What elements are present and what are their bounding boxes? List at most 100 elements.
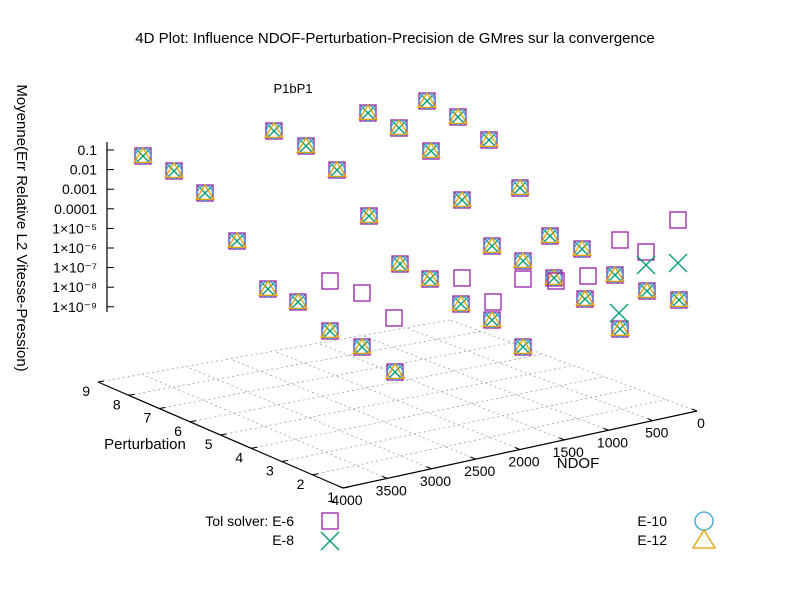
marker-e12 [575,289,595,307]
x-tick-label: 1500 [553,444,584,460]
x-tick [603,427,609,431]
marker-e8 [484,238,500,254]
marker-e8 [387,364,403,380]
marker-e6 [385,309,403,327]
marker-e12 [448,107,468,125]
x-tick [691,408,698,412]
legend-label-e12: E-12 [637,532,667,548]
marker-e8 [290,294,306,310]
marker-e12 [637,281,657,299]
marker-e8 [322,323,338,339]
marker-e8 [607,267,623,283]
marker-e12 [358,103,378,121]
marker-e6 [484,293,502,311]
grid-line-perturbation [312,399,667,476]
y-tick-label: 6 [174,423,182,439]
legend-label-e8: E-8 [272,532,294,548]
y-tick-label: 4 [235,449,243,465]
marker-e12 [421,141,441,159]
marker-e8 [577,291,593,307]
x-tick [559,437,565,441]
y-tick-label: 1 [327,489,335,505]
chart-subtitle: P1bP1 [273,81,312,96]
grid-edge [449,319,698,412]
y-tick [189,420,196,423]
y-tick [251,446,258,449]
marker-e6 [547,272,565,290]
marker-e12 [451,294,471,312]
marker-e12 [482,236,502,254]
marker-e12 [320,321,340,339]
marker-e12 [296,136,316,154]
marker-e12 [327,160,347,178]
x-tick-label: 0 [697,415,705,431]
marker-e12 [133,146,153,164]
legend-left: Tol solver: E-6 E-8 [205,512,340,551]
marker-e12 [420,269,440,287]
marker-e12 [389,118,409,136]
marker-e8 [454,192,470,208]
marker-e12 [479,130,499,148]
grid-line-ndof [273,350,521,450]
marker-e12 [452,190,472,208]
x-tick-label: 1000 [597,434,628,450]
marker-e8 [392,256,408,272]
marker-e8 [266,123,282,139]
y-tick-label: 8 [113,396,121,412]
marker-e8 [512,180,528,196]
y-tick-label: 3 [266,463,274,479]
marker-e12 [352,337,372,355]
marker-e8 [354,339,370,355]
y-tick-label: 2 [297,476,305,492]
marker-e8 [453,296,469,312]
marker-e8 [329,162,345,178]
grid-line-ndof [405,327,653,421]
chart-title: 4D Plot: Influence NDOF-Perturbation-Pre… [135,30,654,47]
marker-e8 [636,255,656,275]
y-tick [312,473,319,476]
marker-e12 [258,279,278,297]
grid-line-perturbation [251,376,605,449]
marker-e12 [540,226,560,244]
z-tick-label: 0.001 [62,181,97,197]
z-tick-label: 1×10⁻⁶ [52,240,97,256]
marker-e12 [195,183,215,201]
x-tick [647,418,653,422]
marker-e8 [197,185,213,201]
marker-e12 [482,310,502,328]
marker-e6 [453,269,471,287]
legend-symbol-cross [320,531,340,551]
x-tick [470,456,476,460]
y-tick [128,393,135,396]
marker-e12 [544,268,564,286]
y-tick-label: 5 [205,436,213,452]
marker-e12 [164,161,184,179]
marker-e12 [288,292,308,310]
marker-e8 [361,208,377,224]
y-tick [342,486,350,489]
z-axis-label: Moyenne(Err Relative L2 Vitesse-Pression… [13,84,30,371]
z-tick-label: 1×10⁻⁵ [52,220,97,236]
x-tick-label: 2500 [464,463,495,479]
marker-e6 [611,231,629,249]
x-tick-label: 2000 [508,454,539,470]
marker-e6 [637,243,655,261]
marker-e6 [579,267,597,285]
marker-e12 [385,362,405,380]
grid-line-perturbation [159,342,512,409]
legend-symbol-triangle [691,528,717,549]
marker-e8 [612,321,628,337]
marker-e8 [260,281,276,297]
legend-symbol-square [321,512,339,530]
marker-e12 [359,206,379,224]
z-tick-label: 1×10⁻⁸ [52,279,97,295]
marker-e8 [419,93,435,109]
marker-e8 [515,339,531,355]
x-axis-label: NDOF [557,455,600,472]
marker-e8 [574,241,590,257]
x-tick-label: 3000 [420,473,451,489]
marker-e8 [481,132,497,148]
y-tick-label: 9 [82,383,90,399]
